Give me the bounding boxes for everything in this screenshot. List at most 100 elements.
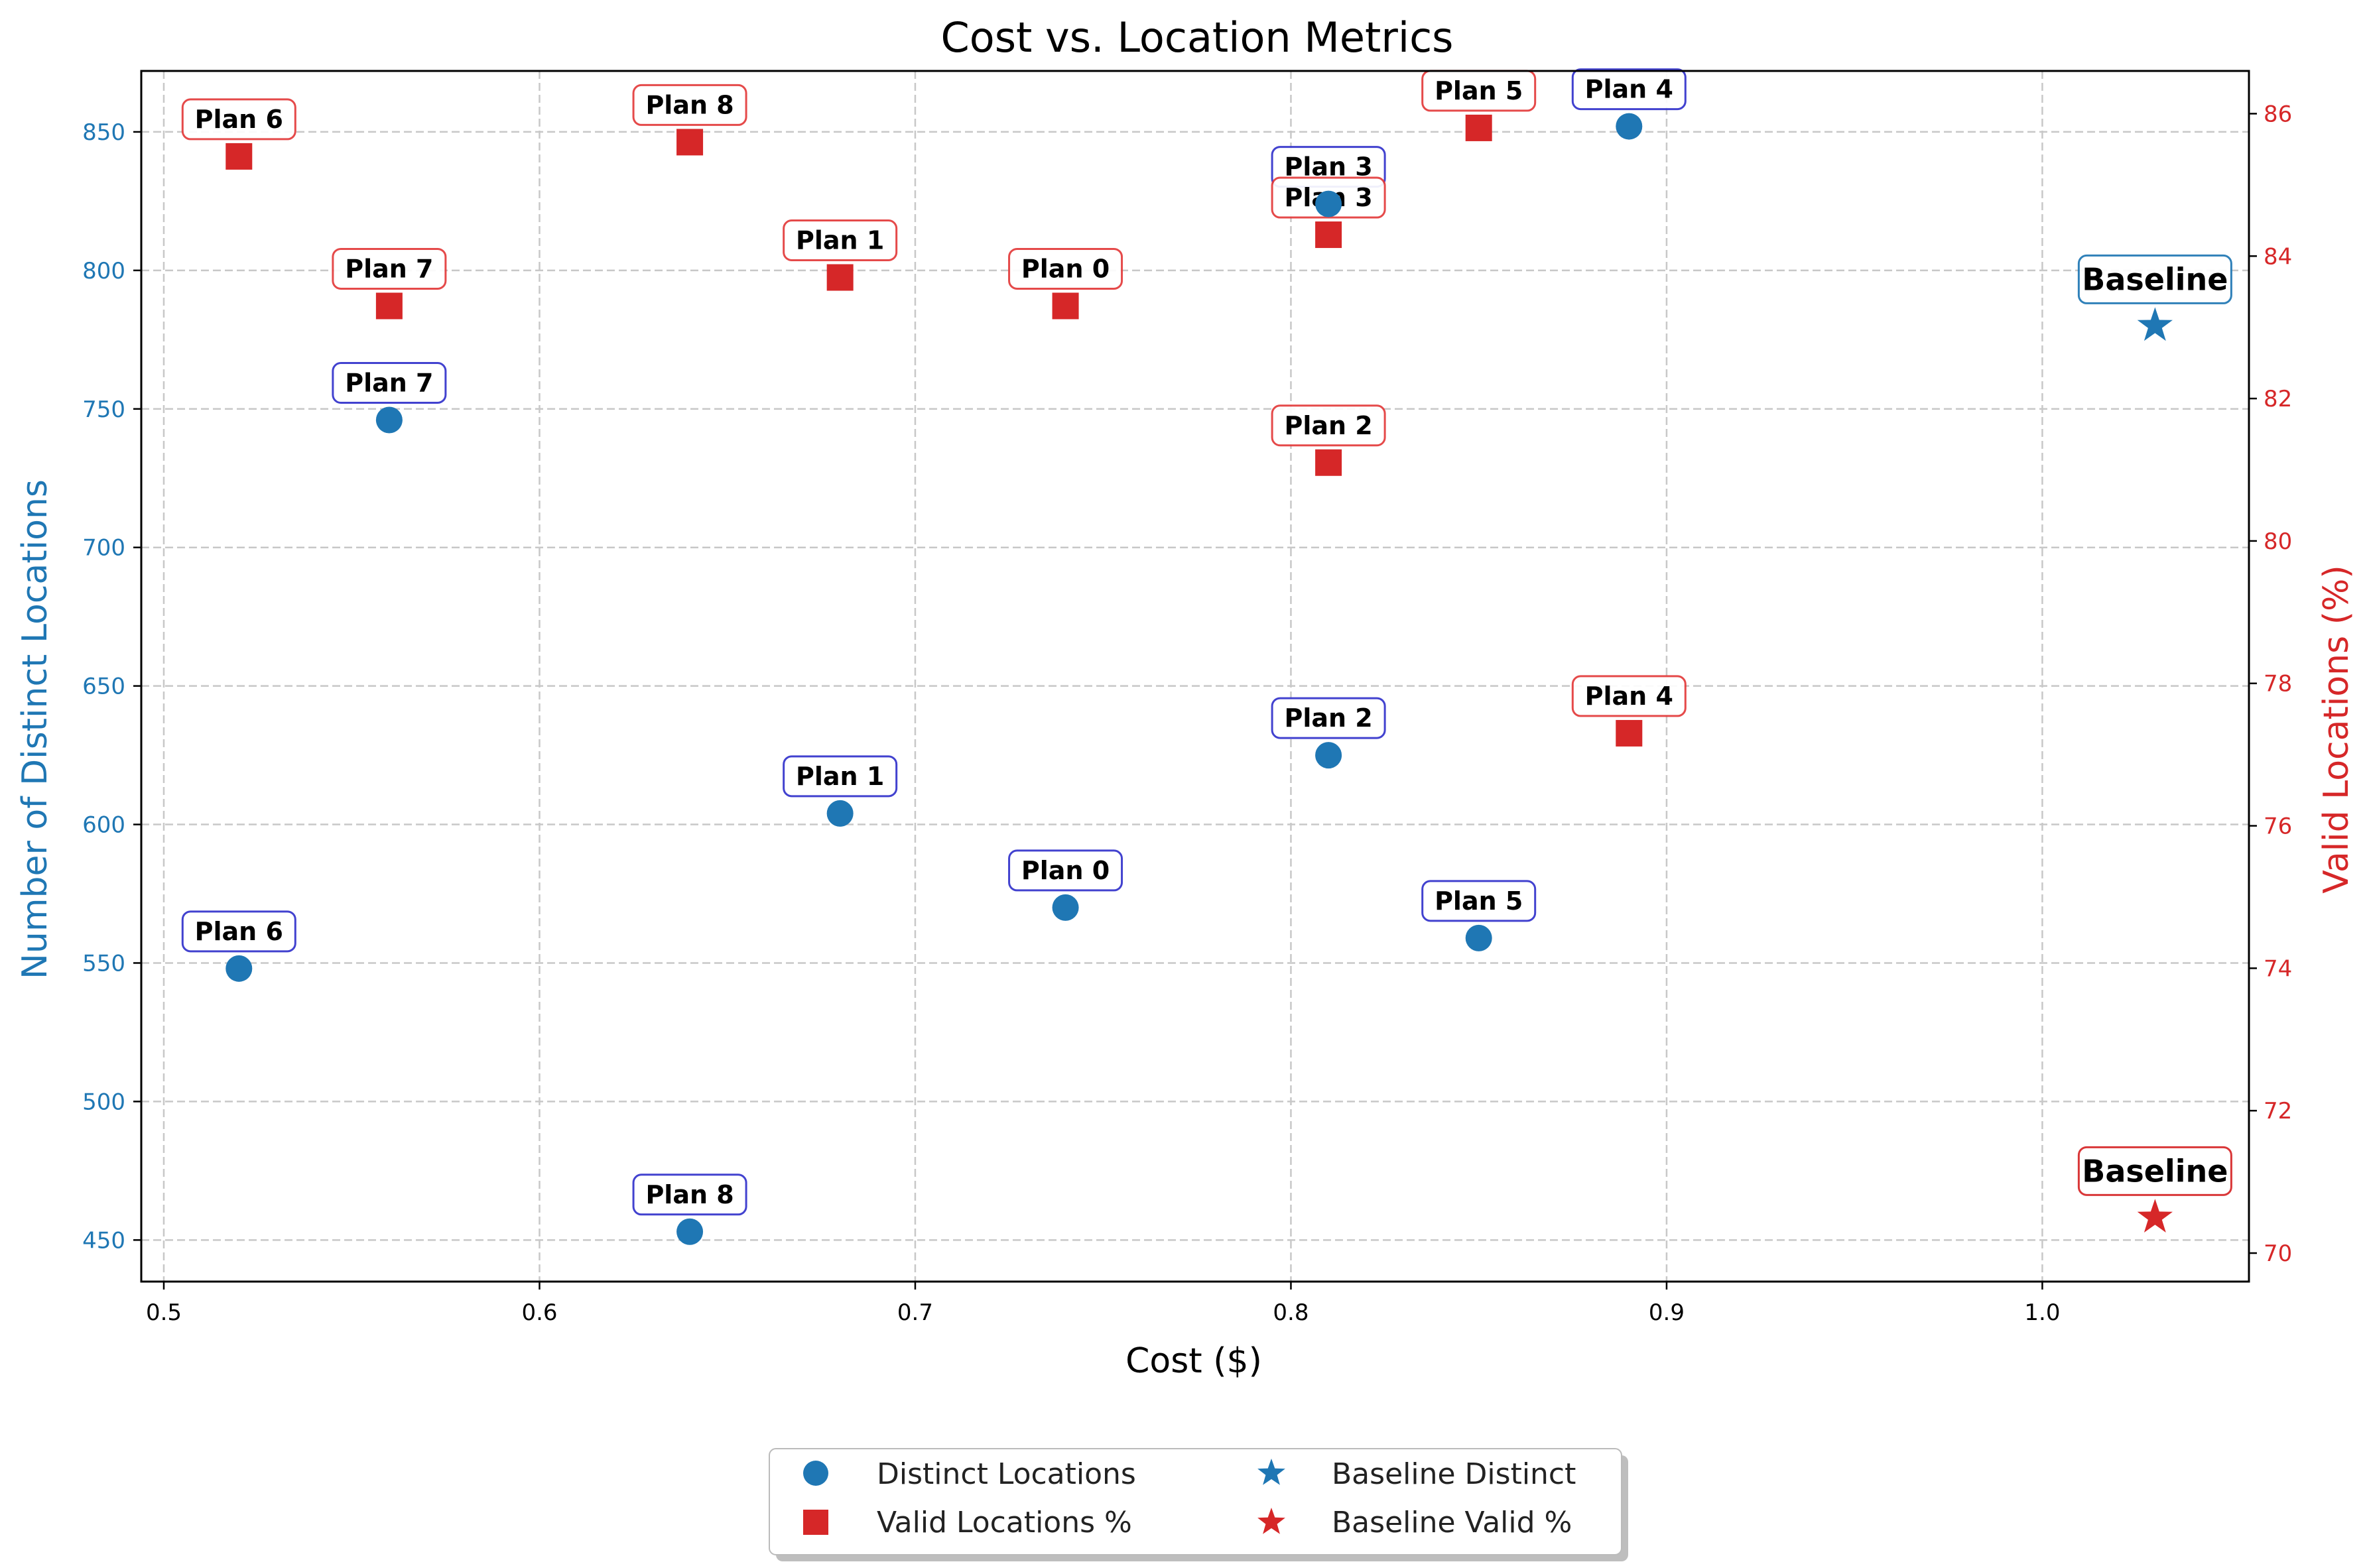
annotation-box [783,219,898,261]
annotation-box [1008,849,1123,892]
distinct-point [676,1218,704,1245]
annotation-label: Plan 8 [645,90,734,119]
left-tick-label: 600 [82,812,125,839]
right-tick-label: 80 [2264,528,2292,555]
annotation-label: Plan 7 [345,368,433,397]
legend-baseline-distinct-label: Baseline Distinct [1332,1457,1576,1491]
left-tick-label: 550 [82,950,125,977]
valid-point [1465,114,1492,141]
chart-title: Cost vs. Location Metrics [941,13,1454,62]
annotation-label: Plan 2 [1284,703,1372,733]
legend-valid-marker [803,1510,828,1535]
annotation-box [2077,1146,2232,1196]
right-axis-label: Valid Locations (%) [2317,565,2356,893]
legend-valid-label: Valid Locations % [877,1506,1132,1539]
plot-frame [140,70,2250,1283]
right-tick-label: 74 [2264,955,2292,982]
annotation-box [1571,68,1687,111]
left-tick-label: 450 [82,1227,125,1254]
annotation-label: Plan 5 [1435,886,1523,916]
annotation-label: Plan 0 [1021,856,1110,885]
left-axis-ticks: 450 500 550 600 650 700 750 800 850 [82,119,141,1254]
annotations: Plan 0 Plan 0 Plan 1 Plan 1 Plan 2 Plan 2 Plan… [181,68,2232,1216]
right-tick-label: 76 [2264,814,2292,840]
right-tick-label: 72 [2264,1098,2292,1124]
valid-point [676,129,704,156]
legend-baseline-valid-label: Baseline Valid % [1332,1506,1572,1539]
annotation-box [632,1174,747,1216]
distinct-point [225,955,253,982]
annotation-box [1271,404,1386,447]
baseline-valid-point [2137,1199,2173,1233]
annotation-label: Plan 7 [345,254,433,283]
annotation-box [783,755,898,798]
right-axis-ticks: 70 72 74 76 78 80 82 84 86 [2249,101,2292,1267]
distinct-point [826,800,854,827]
left-tick-label: 800 [82,258,125,284]
annotation-label: Plan 1 [796,762,884,791]
x-axis-ticks: 0.5 0.6 0.7 0.8 0.9 1.0 [146,1282,2060,1326]
annotation-label: Plan 8 [645,1180,734,1209]
annotation-box [332,361,447,404]
annotation-label: Plan 6 [195,917,283,946]
annotation-label: Plan 4 [1585,682,1673,711]
distinct-point [375,406,403,434]
x-tick-label: 1.0 [2024,1299,2060,1326]
distinct-point [1315,742,1342,769]
annotation-box [181,98,296,141]
left-tick-label: 750 [82,396,125,423]
right-tick-label: 86 [2264,101,2292,127]
right-tick-label: 78 [2264,671,2292,697]
right-tick-label: 84 [2264,243,2292,270]
annotation-label: Baseline [2082,1153,2228,1189]
annotation-box [1008,247,1123,290]
annotation-label: Plan 3 [1284,152,1372,182]
legend-baseline-valid-marker [1257,1508,1285,1534]
annotation-box [1421,880,1537,922]
x-tick-label: 0.9 [1649,1299,1685,1326]
left-tick-label: 850 [82,119,125,146]
valid-point [1616,719,1643,747]
annotation-label: Plan 1 [796,225,884,255]
valid-point [375,292,403,320]
annotation-label: Plan 0 [1021,254,1110,283]
x-tick-label: 0.6 [521,1299,557,1326]
baseline-distinct-point [2137,307,2173,341]
left-axis-label: Number of Distinct Locations [15,479,55,979]
annotation-box [332,247,447,290]
distinct-point [1315,190,1342,217]
left-tick-label: 500 [82,1089,125,1115]
annotation-label: Plan 2 [1284,411,1372,440]
legend-distinct-label: Distinct Locations [877,1457,1136,1491]
legend-baseline-distinct-marker [1257,1459,1285,1485]
annotation-box [2077,254,2232,304]
annotation-box [1571,675,1687,717]
distinct-point [1052,894,1079,921]
legend-distinct-marker [803,1461,828,1486]
valid-point [1052,292,1079,320]
data-marks [225,113,2173,1245]
valid-point [1315,449,1342,476]
valid-point [225,143,253,170]
annotation-box [632,84,747,126]
x-axis-label: Cost ($) [1125,1341,1262,1381]
annotation-box [1271,697,1386,739]
valid-point [1315,221,1342,249]
distinct-point [1616,113,1643,140]
x-tick-label: 0.7 [897,1299,933,1326]
left-tick-label: 650 [82,674,125,700]
right-tick-label: 82 [2264,386,2292,412]
x-tick-label: 0.8 [1273,1299,1309,1326]
annotation-label: Plan 5 [1435,76,1523,105]
annotation-label: Baseline [2082,261,2228,297]
grid [141,71,2249,1282]
annotation-label: Plan 4 [1585,75,1673,104]
x-tick-label: 0.5 [146,1299,182,1326]
right-tick-label: 70 [2264,1240,2292,1267]
legend: Distinct Locations Valid Locations % Bas… [769,1448,1628,1561]
distinct-point [1465,924,1492,951]
annotation-box [181,910,296,953]
left-tick-label: 700 [82,535,125,562]
annotation-label: Plan 6 [195,105,283,134]
